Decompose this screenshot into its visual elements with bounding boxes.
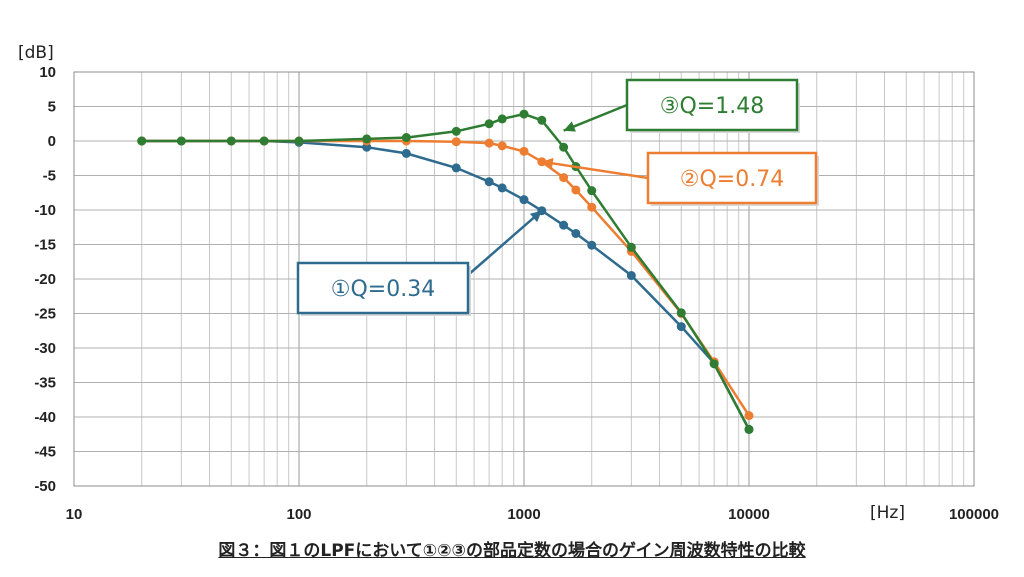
data-point xyxy=(497,183,507,193)
data-point xyxy=(259,136,269,146)
data-point xyxy=(176,136,186,146)
callout-arrowhead xyxy=(529,210,542,223)
data-point xyxy=(559,220,569,230)
x-axis-unit-label: [Hz] xyxy=(870,503,905,523)
grid xyxy=(73,71,974,487)
y-tick-label: -15 xyxy=(34,237,56,254)
data-point xyxy=(519,146,529,156)
figure-caption-text: 図３：図１のLPFにおいて①②③の部品定数の場合のゲイン周波数特性の比較 xyxy=(218,541,806,561)
data-point xyxy=(294,136,304,146)
data-point xyxy=(626,271,636,281)
callout-leader-line xyxy=(563,103,628,132)
data-point xyxy=(676,322,686,332)
y-tick-label: -10 xyxy=(34,202,56,219)
data-point xyxy=(137,136,147,146)
data-point xyxy=(537,115,547,125)
callout-leader-line xyxy=(467,209,543,276)
y-tick-label: -45 xyxy=(34,444,56,461)
callout-arrowhead xyxy=(563,121,576,132)
y-tick-label: -40 xyxy=(34,409,56,426)
axes: 10 5 0 -5 -10 -15 -20 -25 -30 -35 -40 -45 -50 10 100 10… xyxy=(34,64,999,523)
x-tick-label: 10 xyxy=(66,506,83,523)
data-point xyxy=(587,240,597,250)
x-tick-label: 100 xyxy=(286,506,311,523)
data-point xyxy=(626,242,636,252)
x-tick-label: 100000 xyxy=(949,506,999,523)
figure-caption: 図３：図１のLPFにおいて①②③の部品定数の場合のゲイン周波数特性の比較 xyxy=(0,536,1024,561)
data-point xyxy=(226,136,236,146)
y-tick-label: -30 xyxy=(34,340,56,357)
y-tick-label: -35 xyxy=(34,375,56,392)
data-point xyxy=(497,141,507,151)
callout-label: ①Q=0.34 xyxy=(331,277,435,302)
y-tick-label: 0 xyxy=(48,133,56,150)
data-point xyxy=(571,228,581,238)
x-tick-label: 10000 xyxy=(728,506,770,523)
callout-label: ③Q=1.48 xyxy=(660,94,764,119)
data-point xyxy=(451,137,461,147)
data-point xyxy=(587,186,597,196)
callout-arrowhead xyxy=(541,157,554,169)
data-point xyxy=(497,114,507,124)
callouts: ①Q=0.34 ②Q=0.74 ③Q=1.48 xyxy=(296,78,819,316)
data-point xyxy=(744,411,754,421)
y-tick-label: -50 xyxy=(34,478,56,495)
callout-box xyxy=(296,261,470,315)
data-point xyxy=(744,424,754,434)
data-point xyxy=(484,138,494,148)
y-tick-label: 5 xyxy=(48,99,56,116)
data-point xyxy=(587,202,597,212)
data-point xyxy=(451,163,461,173)
y-tick-label: -25 xyxy=(34,306,56,323)
data-point xyxy=(571,185,581,195)
y-tick-label: -20 xyxy=(34,271,56,288)
data-point xyxy=(451,126,461,136)
data-point xyxy=(559,173,569,183)
data-point xyxy=(519,195,529,205)
data-point xyxy=(559,142,569,152)
data-point xyxy=(362,142,372,152)
y-tick-label: -5 xyxy=(43,168,56,185)
data-point xyxy=(484,177,494,187)
data-point xyxy=(401,133,411,143)
callout-label: ②Q=0.74 xyxy=(680,167,784,192)
x-tick-label: 1000 xyxy=(507,506,540,523)
plot-frame xyxy=(73,71,975,487)
callout-leader-line xyxy=(541,160,649,180)
y-tick-label: 10 xyxy=(39,64,56,81)
y-axis-unit-label: [dB] xyxy=(18,43,54,63)
callout-box xyxy=(646,151,818,205)
data-point xyxy=(362,134,372,144)
data-point xyxy=(519,109,529,119)
data-point xyxy=(401,148,411,158)
data-point xyxy=(676,308,686,318)
data-point xyxy=(484,119,494,129)
series-lines xyxy=(137,109,754,434)
data-point xyxy=(709,359,719,369)
callout-box xyxy=(625,78,799,132)
